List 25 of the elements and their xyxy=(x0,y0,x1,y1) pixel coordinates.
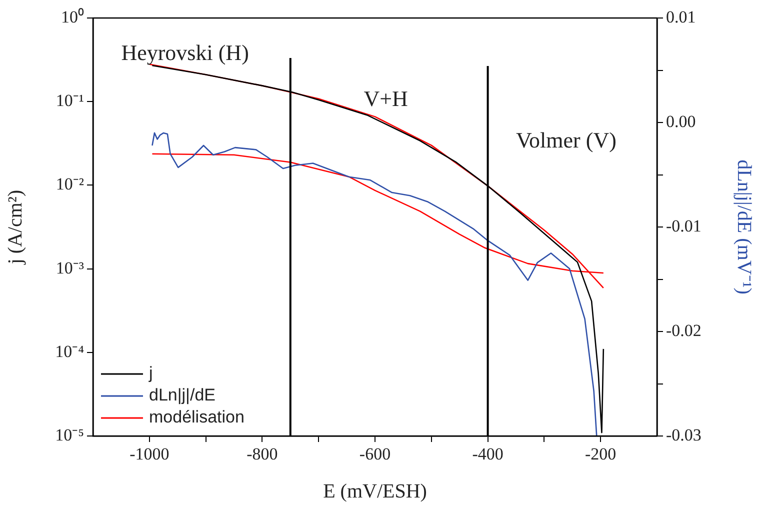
y-tick-label: 10⁻⁵ xyxy=(55,425,84,444)
x-tick-label: -800 xyxy=(246,444,278,464)
y-tick-label: 10⁰ xyxy=(61,7,84,26)
annotation: V+H xyxy=(364,86,408,111)
y-tick-label: 10⁻¹ xyxy=(56,91,84,110)
y-tick-label: 10⁻² xyxy=(56,174,84,194)
y-tick-label: 10⁻³ xyxy=(56,258,84,278)
annotation: Volmer (V) xyxy=(516,128,616,153)
x-tick-label: -200 xyxy=(585,444,616,464)
y2-axis-title: dLn|j|/dE (mV⁻¹) xyxy=(732,160,755,294)
y2-tick-label: -0.02 xyxy=(666,320,702,340)
annotation: Heyrovski (H) xyxy=(121,40,249,65)
x-axis-title: E (mV/ESH) xyxy=(323,480,427,502)
x-tick-label: -1000 xyxy=(130,444,170,464)
legend-label: modélisation xyxy=(149,408,244,427)
y2-tick-label: -0.01 xyxy=(666,216,702,236)
legend-label: j xyxy=(148,364,153,383)
y2-tick-label: 0.00 xyxy=(666,112,696,131)
y2-tick-label: -0.03 xyxy=(666,425,702,444)
legend-label: dLn|j|/dE xyxy=(149,386,216,405)
x-tick-label: -400 xyxy=(472,444,504,464)
y-axis-title: j (A/cm²) xyxy=(4,190,26,266)
y2-tick-label: 0.01 xyxy=(666,7,696,26)
x-tick-label: -600 xyxy=(359,444,391,464)
y-tick-label: 10⁻⁴ xyxy=(55,342,84,361)
